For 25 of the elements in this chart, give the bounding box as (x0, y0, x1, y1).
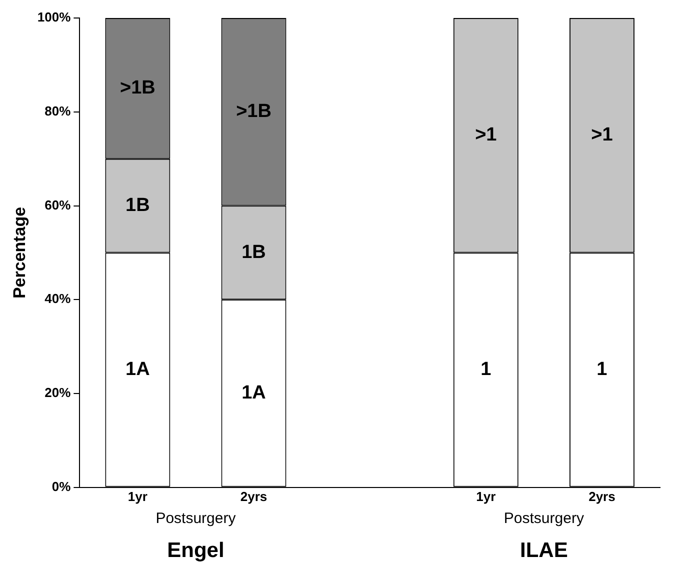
y-axis-title: Percentage (10, 206, 29, 299)
y-tick-label: 80% (44, 103, 72, 118)
series-label: 1 (596, 359, 608, 380)
text: Postsurgery (156, 510, 236, 528)
y-tick-label: 40% (44, 291, 72, 306)
series-label: >1B (120, 78, 156, 99)
text: 1 (480, 359, 492, 380)
x-tick-label: 2yrs (588, 488, 616, 504)
text: 1B (242, 242, 266, 263)
text: Engel (167, 538, 224, 562)
x-tick-label: 1yr (128, 488, 148, 504)
y-tick-label: 60% (44, 197, 72, 212)
text: >1B (236, 101, 272, 122)
y-tick-label: 0% (52, 478, 72, 494)
x-tick-label: 1yr (476, 488, 496, 504)
x-tick-label: 2yrs (240, 488, 268, 504)
text: ILAE (520, 538, 568, 562)
text: >1 (591, 124, 613, 146)
text: 1A (242, 382, 266, 404)
series-label: 1A (126, 359, 150, 380)
series-label: 1B (126, 194, 150, 216)
series-label: >1 (475, 124, 498, 146)
text: Postsurgery (504, 510, 584, 528)
y-tick-label: 20% (44, 385, 72, 400)
y-tick-label: 100% (37, 10, 72, 25)
